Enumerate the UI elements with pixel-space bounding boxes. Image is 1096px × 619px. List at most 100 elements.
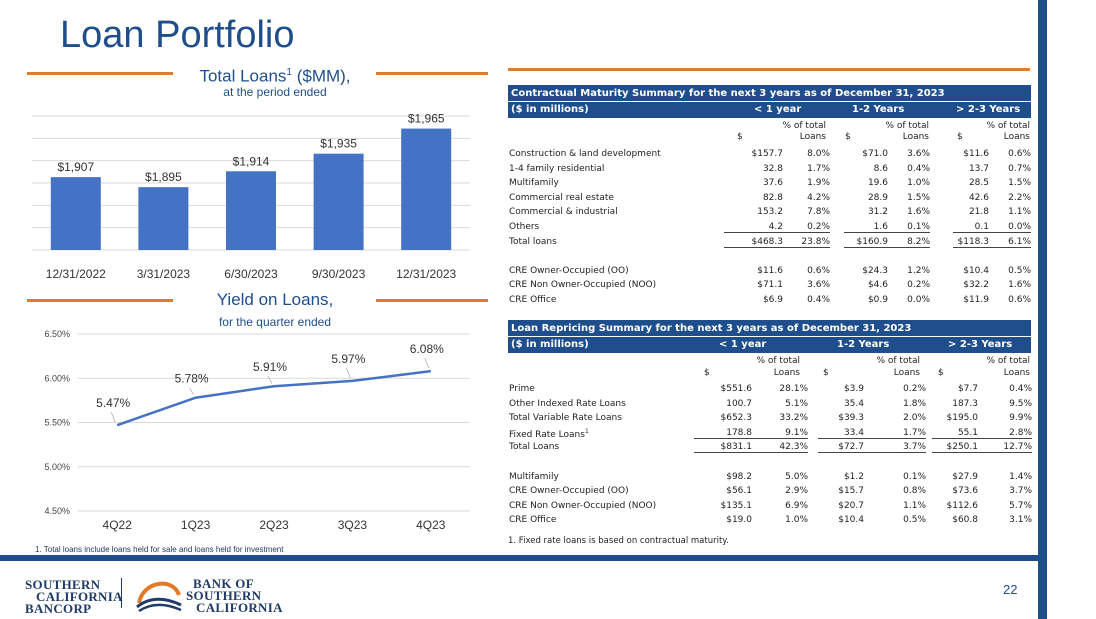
table-row: Others 4.2 0.2% 1.6 0.1% 0.1 0.0%: [508, 222, 1031, 237]
amount-cell: $19.0: [726, 515, 752, 526]
repricing-table-title: Loan Repricing Summary for the next 3 ye…: [508, 320, 1031, 337]
percent-cell: 3.7%: [1009, 486, 1032, 497]
amount-cell: 13.7: [968, 163, 989, 174]
percent-cell: 0.4%: [807, 295, 830, 305]
bar-data-label: $1,907: [57, 160, 94, 174]
amount-cell: 21.8: [968, 207, 989, 218]
pct-header: % of total: [756, 356, 800, 366]
percent-cell: 0.6%: [807, 265, 830, 276]
percent-cell: 0.5%: [903, 515, 926, 526]
amount-cell: 8.6: [873, 163, 888, 174]
leader-line: [189, 387, 194, 395]
row-label: 1-4 family residential: [509, 163, 605, 174]
period-header: 1-2 Years: [837, 339, 890, 350]
amount-cell: $250.1: [932, 442, 978, 454]
percent-cell: 0.2%: [907, 280, 930, 291]
repricing-table-body: Prime $551.6 28.1% $3.9 0.2% $7.7 0.4% Other In…: [508, 384, 1032, 530]
logo-line: BANK OF: [193, 576, 254, 591]
table-row: Total Loans $831.1 42.3% $72.7 3.7% $250.1 12.…: [508, 442, 1032, 457]
table-row: CRE Office $19.0 1.0% $10.4 0.5% $60.8 3.1%: [508, 515, 1032, 530]
percent-cell: 3.1%: [1009, 515, 1032, 526]
maturity-subheader: % of total Loans $ % of total Loans $ % …: [508, 118, 1031, 144]
bar-chart-subtitle: at the period ended: [223, 85, 327, 99]
bar-data-label: $1,935: [320, 137, 357, 151]
x-tick-label: 3Q23: [338, 518, 368, 532]
bar: [50, 177, 101, 250]
table-row: Other Indexed Rate Loans 100.7 5.1% 35.4 1.8…: [508, 398, 1032, 414]
amount-cell: $56.1: [726, 486, 752, 497]
pct-header: Loans: [799, 132, 826, 142]
amount-cell: 82.8: [762, 192, 783, 203]
percent-cell: 1.0%: [907, 178, 930, 189]
line-chart-title: Yield on Loans,: [216, 290, 334, 309]
table-row: Commercial & industrial 153.2 7.8% 31.2 1.6%…: [508, 207, 1031, 222]
percent-cell: 0.4%: [1009, 384, 1032, 394]
period-header: < 1 year: [754, 104, 802, 115]
amount-cell: $20.7: [838, 500, 864, 511]
leader-line: [267, 376, 273, 384]
x-tick-label: 2Q23: [259, 518, 289, 532]
y-tick-label: 6.50%: [44, 329, 70, 339]
row-label: Other Indexed Rate Loans: [509, 398, 626, 409]
table-row: CRE Office $6.9 0.4% $0.9 0.0% $11.9 0.6%: [508, 295, 1031, 310]
table-row: Multifamily $98.2 5.0% $1.2 0.1% $27.9 1.4%: [508, 471, 1032, 487]
logo-line: CALIFORNIA: [36, 589, 123, 604]
amount-cell: $135.1: [720, 500, 753, 511]
amount-cell: 55.1: [932, 428, 978, 439]
leader-line: [110, 412, 116, 423]
point-data-label: 5.47%: [96, 396, 130, 410]
amount-cell: $4.6: [867, 280, 888, 291]
pct-header: Loans: [902, 132, 929, 142]
amount-cell: $118.3: [953, 237, 989, 248]
maturity-table-header: ($ in millions) < 1 year 1-2 Years > 2-3…: [508, 102, 1031, 118]
percent-cell: 8.2%: [888, 237, 930, 248]
amount-cell: $11.9: [963, 295, 989, 305]
row-label: Multifamily: [509, 471, 559, 482]
x-tick-label: 12/31/2023: [396, 267, 456, 281]
amount-cell: $468.3: [724, 237, 783, 248]
row-label: Multifamily: [509, 178, 559, 189]
percent-cell: 2.0%: [903, 413, 926, 424]
percent-cell: 12.7%: [978, 442, 1032, 454]
percent-cell: 0.2%: [903, 384, 926, 394]
percent-cell: 1.9%: [807, 178, 830, 189]
percent-cell: 9.1%: [752, 428, 808, 439]
row-label: Commercial real estate: [509, 192, 614, 203]
bar-data-label: $1,965: [408, 112, 445, 126]
percent-cell: 1.2%: [907, 265, 930, 276]
bar-chart-footnote: 1. Total loans include loans held for sa…: [35, 545, 284, 554]
percent-cell: 2.9%: [785, 486, 808, 497]
amount-cell: 33.4: [818, 428, 864, 439]
amount-cell: $1.2: [843, 471, 864, 482]
percent-cell: 1.5%: [1008, 178, 1031, 189]
point-data-label: 5.97%: [331, 352, 365, 366]
x-tick-label: 9/30/2023: [312, 267, 366, 281]
amount-cell: $27.9: [952, 471, 978, 482]
table-row: 1-4 family residential 32.8 1.7% 8.6 0.4% 13.…: [508, 164, 1031, 179]
percent-cell: 9.5%: [1009, 398, 1032, 409]
percent-cell: 0.0%: [989, 222, 1031, 233]
logo-line: SOUTHERN: [25, 577, 101, 592]
amount-cell: 153.2: [757, 207, 783, 218]
amount-cell: 19.6: [867, 178, 888, 189]
pct-header: Loans: [1003, 132, 1030, 142]
x-tick-label: 4Q23: [416, 518, 446, 532]
x-tick-label: 4Q22: [103, 518, 133, 532]
maturity-table-title: Contractual Maturity Summary for the nex…: [508, 85, 1031, 102]
table-row: CRE Owner-Occupied (OO) $11.6 0.6% $24.3 1.2…: [508, 266, 1031, 281]
amount-cell: $112.6: [946, 500, 979, 511]
amount-cell: $0.9: [867, 295, 888, 305]
row-label: Others: [509, 222, 540, 232]
amount-cell: 1.6: [844, 222, 888, 233]
amount-cell: $98.2: [726, 471, 752, 482]
unit-label: ($ in millions): [511, 104, 589, 115]
percent-cell: 1.7%: [864, 428, 926, 439]
row-label: Construction & land development: [509, 149, 661, 159]
percent-cell: 3.6%: [907, 149, 930, 159]
amount-cell: $157.7: [751, 149, 784, 159]
table-row: Commercial real estate 82.8 4.2% 28.9 1.5% 42…: [508, 193, 1031, 208]
amount-cell: $6.9: [762, 295, 783, 305]
amount-cell: $24.3: [862, 265, 888, 276]
percent-cell: 0.0%: [907, 295, 930, 305]
point-data-label: 5.78%: [175, 372, 209, 386]
